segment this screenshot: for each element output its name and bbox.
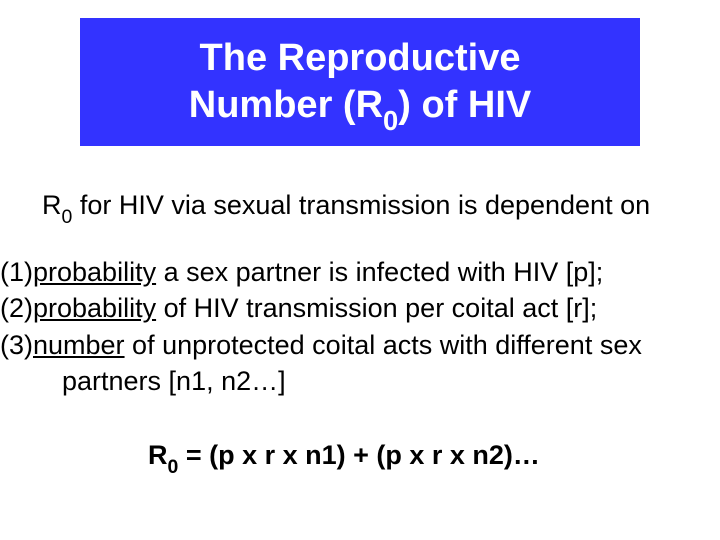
formula-pre: R	[148, 440, 168, 470]
list-item: (2)probability of HIV transmission per c…	[0, 290, 642, 326]
item-underline: number	[33, 330, 125, 360]
title-line2-sub: 0	[383, 105, 398, 136]
intro-pre: R	[42, 190, 62, 220]
formula-sub: 0	[168, 456, 179, 478]
item-rest: of HIV transmission per coital act [r];	[156, 293, 597, 323]
formula-post: = (p x r x n1) + (p x r x n2)…	[178, 440, 540, 470]
list-item: (1)probability a sex partner is infected…	[0, 254, 642, 290]
item-underline: probability	[33, 293, 156, 323]
title-line-2: Number (R0) of HIV	[189, 82, 531, 130]
intro-text: R0 for HIV via sexual transmission is de…	[42, 190, 650, 221]
item-underline: probability	[33, 257, 156, 287]
list-item: (3)number of unprotected coital acts wit…	[0, 327, 642, 363]
title-box: The Reproductive Number (R0) of HIV	[80, 18, 640, 146]
item-num: (3)	[0, 330, 33, 360]
item-num: (2)	[0, 293, 33, 323]
intro-sub: 0	[62, 206, 73, 228]
title-line-1: The Reproductive	[200, 35, 521, 83]
list-item-continuation: partners [n1, n2…]	[0, 363, 642, 399]
item-rest: a sex partner is infected with HIV [p];	[156, 257, 603, 287]
title-line2-pre: Number (R	[189, 84, 383, 126]
factors-list: (1)probability a sex partner is infected…	[0, 254, 642, 400]
item-rest: of unprotected coital acts with differen…	[125, 330, 642, 360]
formula-text: R0 = (p x r x n1) + (p x r x n2)…	[148, 440, 540, 471]
intro-post: for HIV via sexual transmission is depen…	[72, 190, 650, 220]
title-line2-post: ) of HIV	[398, 84, 531, 126]
item-num: (1)	[0, 257, 33, 287]
